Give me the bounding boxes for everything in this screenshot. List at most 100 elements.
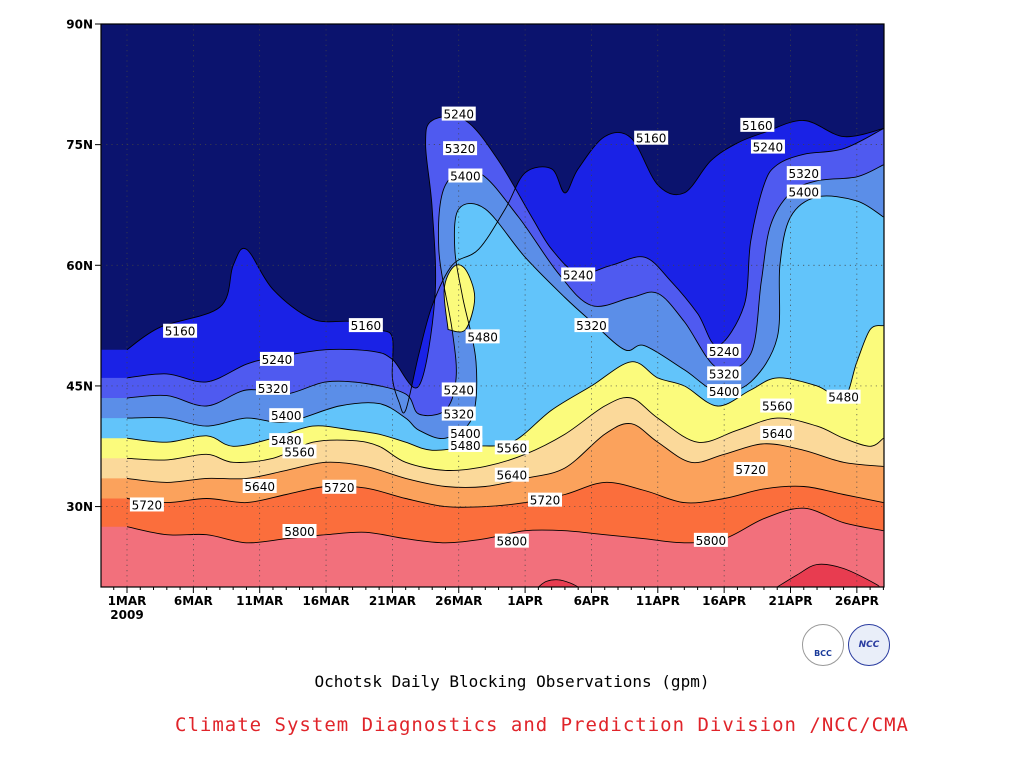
contour-label-text: 5400 (788, 186, 819, 200)
contour-fills (101, 24, 884, 587)
x-tick-label: 1APR (507, 594, 543, 608)
contour-label-text: 5800 (497, 535, 528, 549)
contour-labels: 5160 5160 5160 5160 5240 5240 5240 5240 5240 5240… (129, 106, 861, 549)
contour-label-text: 5400 (709, 385, 740, 399)
contour-label-box (129, 497, 164, 512)
chart-credit: Climate System Diagnostics and Predictio… (175, 714, 909, 736)
contour-label: 5720 (733, 462, 768, 477)
contour-label-box (786, 166, 821, 181)
contour-label-box (760, 425, 795, 440)
contour-label-box (528, 492, 563, 507)
bcc-logo: BCC (802, 624, 844, 666)
contour-label-box (441, 106, 476, 121)
contour-label-box (494, 440, 529, 455)
contour-label: 5320 (255, 380, 290, 396)
contour-line-5480 (443, 264, 476, 333)
contour-label-text: 5320 (709, 367, 740, 381)
contour-label: 5160 (163, 323, 198, 339)
contour-label-box (826, 389, 861, 404)
contour-label-box (494, 533, 529, 548)
contour-label-box (322, 479, 357, 494)
contour-label-text: 5240 (753, 141, 784, 155)
contour-label: 5480 (465, 329, 500, 344)
contour-label: 5720 (322, 479, 357, 495)
x-tick-label: 11APR (636, 594, 680, 608)
contour-label: 5320 (786, 166, 821, 181)
contour-label: 5720 (129, 497, 164, 512)
contour-label-text: 5480 (467, 330, 498, 344)
contour-label-box (707, 343, 742, 358)
x-tick-label: 1MAR (108, 594, 147, 608)
contour-label: 5400 (269, 408, 304, 423)
contour-label-box (448, 425, 483, 440)
contour-label-text: 5240 (709, 345, 740, 359)
contour-label-box (786, 184, 821, 199)
contour-label-box (269, 433, 304, 448)
y-tick-label: 75N (66, 138, 93, 152)
contour-label-box (740, 117, 775, 132)
ncc-logo: NCC (848, 624, 890, 666)
contour-label: 5640 (494, 467, 529, 483)
contour-label: 5240 (561, 267, 596, 282)
contour-label-box (448, 168, 483, 183)
contour-label: 5160 (634, 130, 669, 146)
contour-label-text: 5240 (563, 268, 594, 282)
contour-label: 5320 (707, 366, 742, 381)
x-axis-year: 2009 (110, 608, 143, 622)
contour-label-text: 5400 (450, 170, 481, 184)
contour-label-box (574, 318, 609, 333)
contour-label-text: 5320 (258, 382, 289, 396)
contour-label: 5720 (528, 492, 563, 508)
contour-label: 5160 (740, 117, 775, 133)
contour-label-box (441, 406, 476, 421)
contour-label: 5240 (441, 106, 476, 122)
contour-label-text: 5240 (262, 353, 293, 367)
contour-label-text: 5400 (450, 427, 481, 441)
contour-label-text: 5560 (497, 441, 528, 455)
contour-label: 5480 (826, 389, 861, 405)
contour-label-text: 5320 (445, 142, 476, 156)
contour-label: 5400 (707, 384, 742, 399)
contour-label-text: 5320 (788, 167, 819, 181)
contour-label-box (242, 478, 277, 493)
contour-label: 5640 (760, 425, 795, 441)
contour-label: 5800 (282, 524, 317, 539)
contour-label-text: 5720 (324, 481, 355, 495)
contour-label-text: 5160 (636, 132, 667, 146)
y-tick-label: 60N (66, 259, 93, 273)
contour-label-box (282, 524, 317, 539)
x-tick-label: 6APR (574, 594, 610, 608)
contour-label: 5640 (242, 478, 277, 494)
contour-label-text: 5160 (165, 325, 196, 339)
contour-label-text: 5800 (696, 534, 727, 548)
contour-label-box (255, 380, 290, 395)
contour-label: 5320 (574, 318, 609, 333)
contour-label-text: 5160 (742, 119, 773, 133)
contour-label-text: 5640 (762, 427, 793, 441)
contour-label-text: 5480 (828, 391, 859, 405)
contour-label-box (441, 382, 476, 397)
contour-label: 5400 (448, 168, 483, 184)
contour-label: 5320 (443, 141, 478, 156)
contour-label: 5400 (786, 184, 821, 200)
contour-label-text: 5400 (271, 409, 302, 423)
y-tick-label: 45N (66, 379, 93, 393)
contour-label: 5800 (494, 533, 529, 549)
contour-label-text: 5320 (576, 319, 607, 333)
contour-label-box (634, 130, 669, 145)
x-tick-label: 11MAR (236, 594, 283, 608)
max-region-0 (537, 579, 579, 587)
y-tick-label: 90N (66, 18, 93, 32)
band-above-5800 (101, 508, 884, 587)
chart-title: Ochotsk Daily Blocking Observations (gpm… (314, 672, 710, 691)
contour-line-5240 (126, 116, 884, 389)
contour-label-box (465, 329, 500, 344)
contour-label: 5160 (348, 318, 383, 333)
contour-label-box (443, 141, 478, 156)
contour-label-text: 5720 (132, 498, 163, 512)
contour-label: 5400 (448, 425, 483, 441)
plot-frame (100, 23, 885, 588)
contour-label-box (494, 467, 529, 482)
bcc-logo-text: BCC (814, 649, 832, 658)
